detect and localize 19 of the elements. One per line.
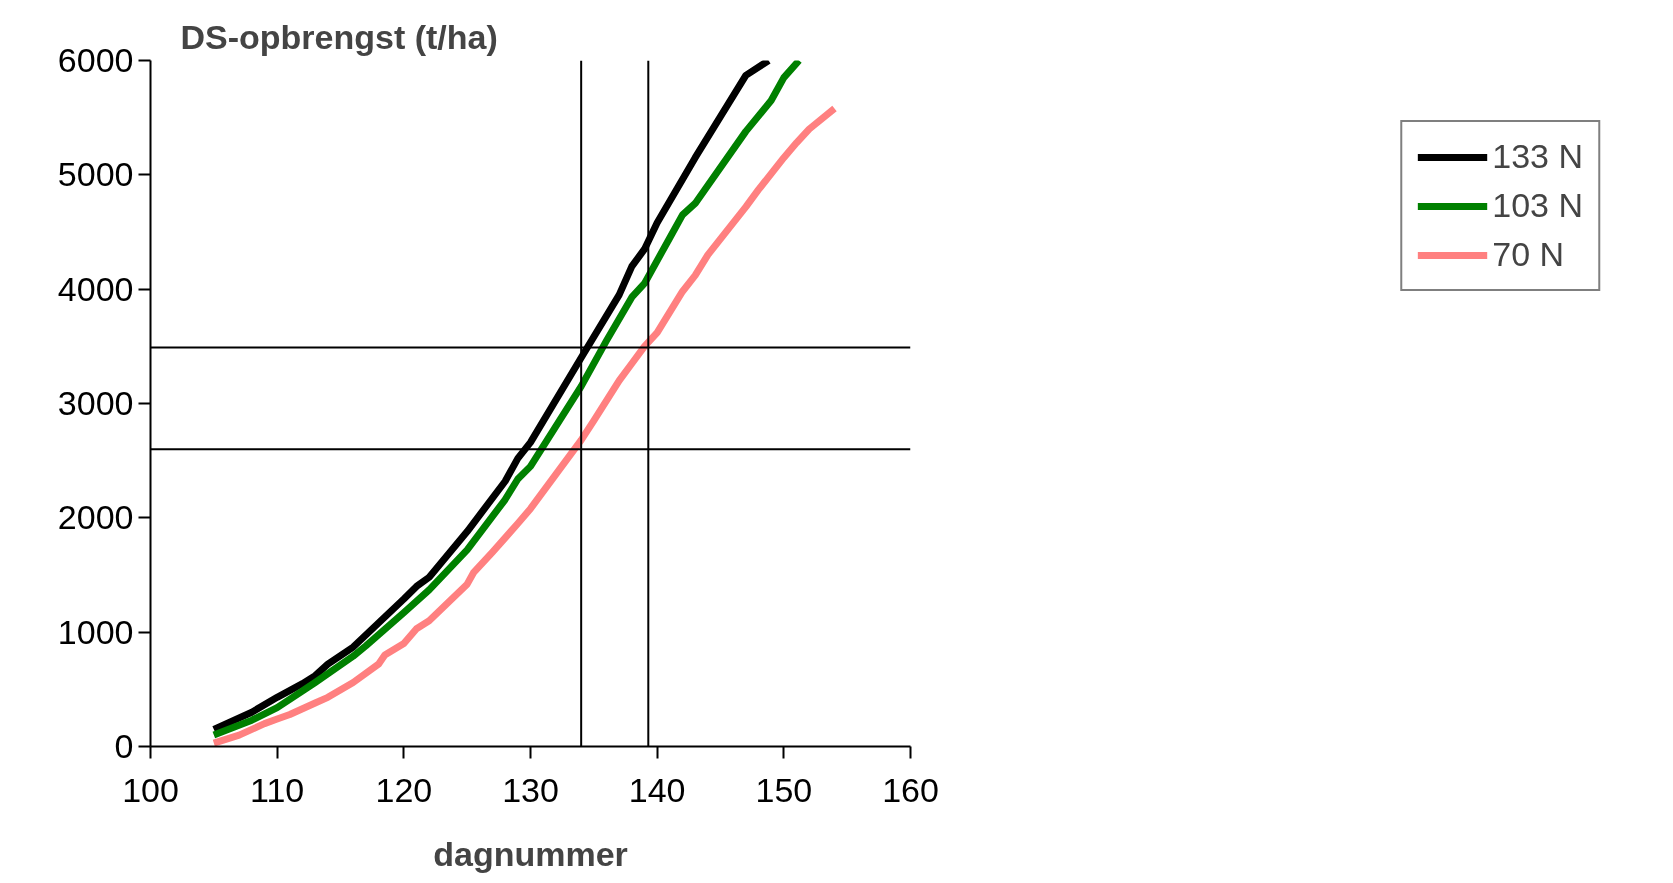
legend-label: 103 N (1492, 186, 1583, 225)
x-tick-label: 150 (755, 770, 813, 809)
legend-label: 70 N (1492, 235, 1565, 274)
y-tick-label: 0 (114, 727, 134, 765)
y-tick-label: 6000 (57, 41, 134, 79)
x-tick-label: 120 (375, 770, 433, 809)
y-tick-label: 4000 (57, 269, 134, 308)
y-tick-label: 1000 (57, 612, 134, 651)
y-tick-label: 3000 (57, 384, 134, 422)
y-tick-label: 5000 (57, 155, 134, 194)
x-tick-label: 130 (502, 770, 559, 809)
x-tick-label: 110 (250, 770, 305, 809)
y-axis-title: DS-opbrengst (t/ha) (180, 17, 498, 56)
x-tick-label: 100 (122, 770, 179, 809)
y-tick-label: 2000 (57, 498, 134, 537)
legend-label: 133 N (1492, 137, 1583, 176)
x-tick-label: 140 (628, 770, 686, 809)
x-tick-label: 160 (882, 770, 939, 809)
x-axis-title: dagnummer (433, 834, 628, 873)
